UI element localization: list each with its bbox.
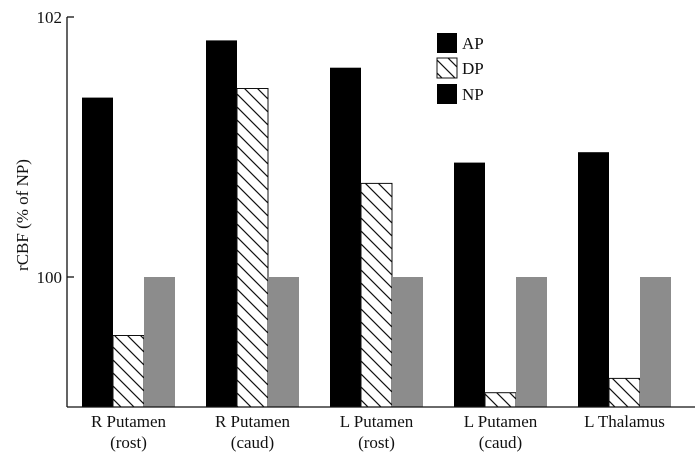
x-tick-label: (caud) [479, 433, 522, 452]
bar-np-r-putamen-rost- [144, 277, 175, 407]
x-tick-label: (rost) [110, 433, 147, 452]
bar-np-r-putamen-caud- [268, 277, 299, 407]
bar-ap-r-putamen-caud- [206, 40, 237, 408]
bar-ap-r-putamen-rost- [82, 97, 113, 407]
axes-group: 100 102 R Putamen (rost) R Putamen (caud) L Pu… [37, 8, 695, 452]
x-tick-label: L Putamen [340, 412, 414, 431]
x-tick-label: L Putamen [464, 412, 538, 431]
legend: AP DP NP [436, 33, 484, 104]
bar-np-l-putamen-rost- [392, 277, 423, 407]
bar-dp-r-putamen-rost- [112, 335, 145, 408]
x-tick-label: R Putamen [91, 412, 167, 431]
bar-np-l-putamen-caud- [516, 277, 547, 407]
legend-swatch-ap [437, 33, 457, 53]
legend-swatch-np [437, 84, 457, 104]
y-tick-label: 100 [37, 268, 63, 287]
bar-ap-l-putamen-rost- [330, 67, 361, 407]
x-tick-label: L Thalamus [584, 412, 665, 431]
legend-swatch-dp [436, 57, 458, 79]
x-tick-label: (rost) [358, 433, 395, 452]
bar-dp-l-thalamus [608, 377, 641, 408]
x-tick-label: (caud) [231, 433, 274, 452]
y-tick-label: 102 [37, 8, 63, 27]
bar-ap-l-thalamus [578, 152, 609, 407]
bar-ap-l-putamen-caud- [454, 162, 485, 407]
bar-dp-l-putamen-rost- [360, 182, 393, 408]
y-axis-title: rCBF (% of NP) [13, 159, 32, 271]
bars-group [82, 40, 671, 408]
bar-dp-l-putamen-caud- [484, 392, 517, 408]
legend-label-np: NP [462, 85, 484, 104]
legend-label-dp: DP [462, 59, 484, 78]
legend-label-ap: AP [462, 34, 484, 53]
x-tick-label: R Putamen [215, 412, 291, 431]
bar-np-l-thalamus [640, 277, 671, 407]
bar-dp-r-putamen-caud- [236, 88, 269, 408]
